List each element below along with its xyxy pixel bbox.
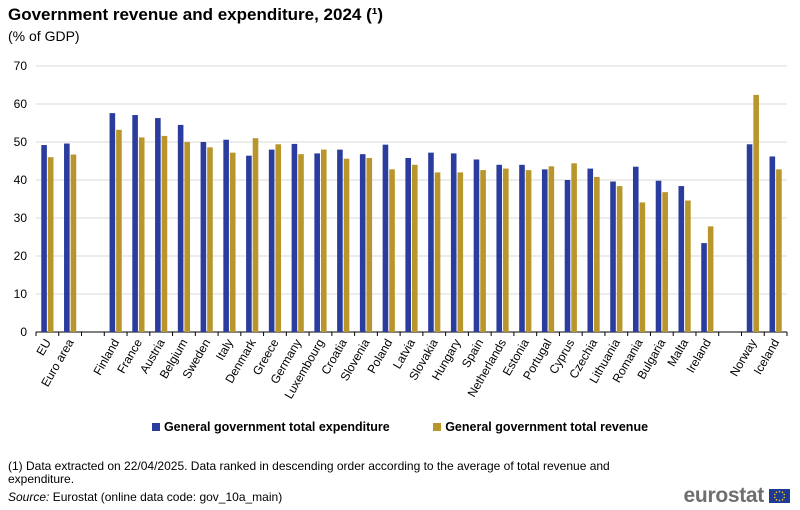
bar-revenue [662,192,668,332]
y-tick-label: 70 [14,59,28,73]
bar-expenditure [109,113,116,333]
bar-revenue [685,200,691,332]
legend: General government total expenditure Gen… [0,420,800,434]
bar-expenditure [632,166,639,332]
bar-expenditure [587,168,594,332]
eurostat-logo: eurostat [684,484,790,508]
bar-revenue [366,157,373,332]
bar-revenue [184,142,191,332]
bar-revenue [616,186,623,332]
bar-revenue [434,172,441,332]
bar-expenditure [564,180,571,332]
x-tick-label: Italy [213,337,236,363]
bar-revenue [320,149,327,332]
legend-label-expenditure: General government total expenditure [163,420,390,434]
bar-expenditure [519,164,525,332]
bar-revenue [116,129,122,332]
bar-revenue [275,144,282,332]
bar-expenditure [541,169,548,332]
bar-revenue [594,176,600,332]
footnote: (1) Data extracted on 22/04/2025. Data r… [8,459,610,486]
bar-expenditure [64,143,70,332]
bar-expenditure [337,149,343,332]
bar-expenditure [155,118,161,332]
source-line: Source: Eurostat (online data code: gov_… [8,490,282,504]
y-tick-label: 20 [14,249,28,263]
chart-subtitle: (% of GDP) [8,28,80,44]
bar-expenditure [746,144,753,332]
source-text: Eurostat (online data code: gov_10a_main… [52,490,283,504]
legend-item-revenue: General government total revenue [433,420,648,434]
bar-revenue [571,163,577,332]
x-tick-label: EU [34,337,54,358]
bar-expenditure [291,143,298,332]
bar-revenue [298,154,304,332]
bar-expenditure [132,115,138,333]
bar-expenditure [382,144,389,332]
bar-revenue [207,147,213,332]
legend-swatch-expenditure [151,422,160,431]
bar-expenditure [496,164,503,332]
bar-expenditure [678,186,685,332]
bar-revenue [548,166,555,332]
bar-expenditure [769,156,776,332]
bar-revenue [343,158,350,332]
bar-expenditure [177,124,184,333]
y-tick-label: 50 [14,135,28,149]
source-label: Source: [8,490,50,504]
bar-revenue [776,169,782,332]
legend-label-revenue: General government total revenue [445,420,649,434]
logo-text: eurostat [683,484,765,507]
bar-expenditure [268,149,275,332]
bar-expenditure [610,181,616,332]
legend-item-expenditure: General government total expenditure [151,420,390,434]
bar-expenditure [428,152,434,332]
bar-revenue [252,138,259,332]
bar-expenditure [405,157,411,332]
chart-title: Government revenue and expenditure, 2024… [8,5,384,24]
y-tick-label: 30 [14,211,28,225]
bar-expenditure [314,153,320,332]
bar-expenditure [701,243,707,332]
bar-expenditure [655,180,662,332]
bar-expenditure [246,155,252,332]
bar-expenditure [359,154,366,332]
bar-revenue [707,226,714,332]
bar-revenue [639,202,646,332]
bar-revenue [138,137,145,332]
legend-swatch-revenue [433,422,442,431]
bar-expenditure [41,145,47,332]
bar-revenue [412,164,418,332]
bar-expenditure [450,153,457,332]
bar-revenue [389,169,395,332]
bar-expenditure [223,139,229,332]
y-tick-label: 0 [20,325,27,339]
bar-revenue [161,135,168,332]
y-tick-label: 60 [14,97,28,111]
bar-revenue [480,170,486,332]
bar-revenue [229,152,236,332]
eu-flag-icon [769,489,790,503]
bar-revenue [525,170,532,332]
bar-revenue [70,154,77,332]
y-tick-label: 10 [14,287,28,301]
bar-expenditure [473,159,480,332]
bar-revenue [47,157,54,332]
bar-revenue [457,172,464,332]
bar-revenue [503,168,509,332]
bar-expenditure [200,142,207,332]
y-tick-label: 40 [14,173,28,187]
bar-revenue [753,94,759,332]
